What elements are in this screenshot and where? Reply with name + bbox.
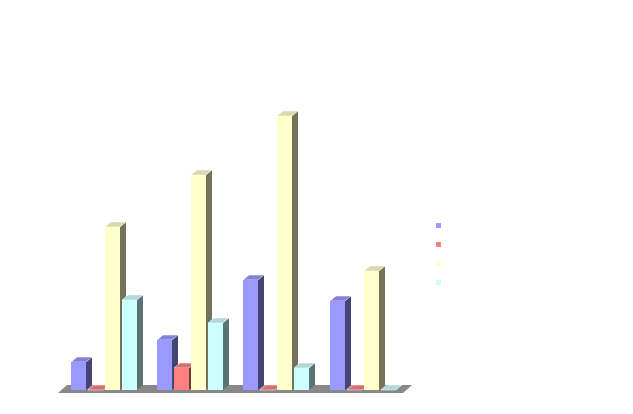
bar-front (71, 362, 86, 390)
legend-marker (436, 280, 441, 285)
floor (58, 385, 412, 393)
bar (242, 274, 265, 390)
bar-front (277, 116, 292, 390)
bar (293, 362, 316, 390)
bar (70, 356, 93, 390)
bar-front (105, 227, 120, 390)
bar-front (191, 175, 206, 390)
bar-top (380, 384, 403, 391)
bar-side (137, 295, 143, 390)
bar-side (345, 296, 351, 390)
bar (207, 317, 230, 390)
bar (380, 384, 403, 391)
bar-side (223, 318, 229, 390)
bar-front (174, 368, 189, 390)
bar-front (122, 300, 137, 390)
bar-side (86, 357, 92, 390)
bar-side (379, 266, 385, 390)
bar (329, 295, 352, 390)
bar-front (208, 323, 223, 390)
bar-side (258, 275, 264, 390)
legend-marker (436, 223, 441, 228)
bar-front (294, 368, 309, 390)
legend-marker (436, 242, 441, 247)
bar (190, 169, 213, 390)
bar (121, 294, 144, 390)
bar-front (243, 280, 258, 390)
bar (363, 265, 386, 390)
bar (276, 110, 299, 390)
bar-front (330, 301, 345, 390)
legend-marker (436, 261, 441, 266)
bar-side (292, 111, 298, 390)
bar-side (309, 363, 315, 390)
bar-front (364, 271, 379, 390)
bar-front (157, 340, 172, 390)
bar (156, 334, 179, 390)
